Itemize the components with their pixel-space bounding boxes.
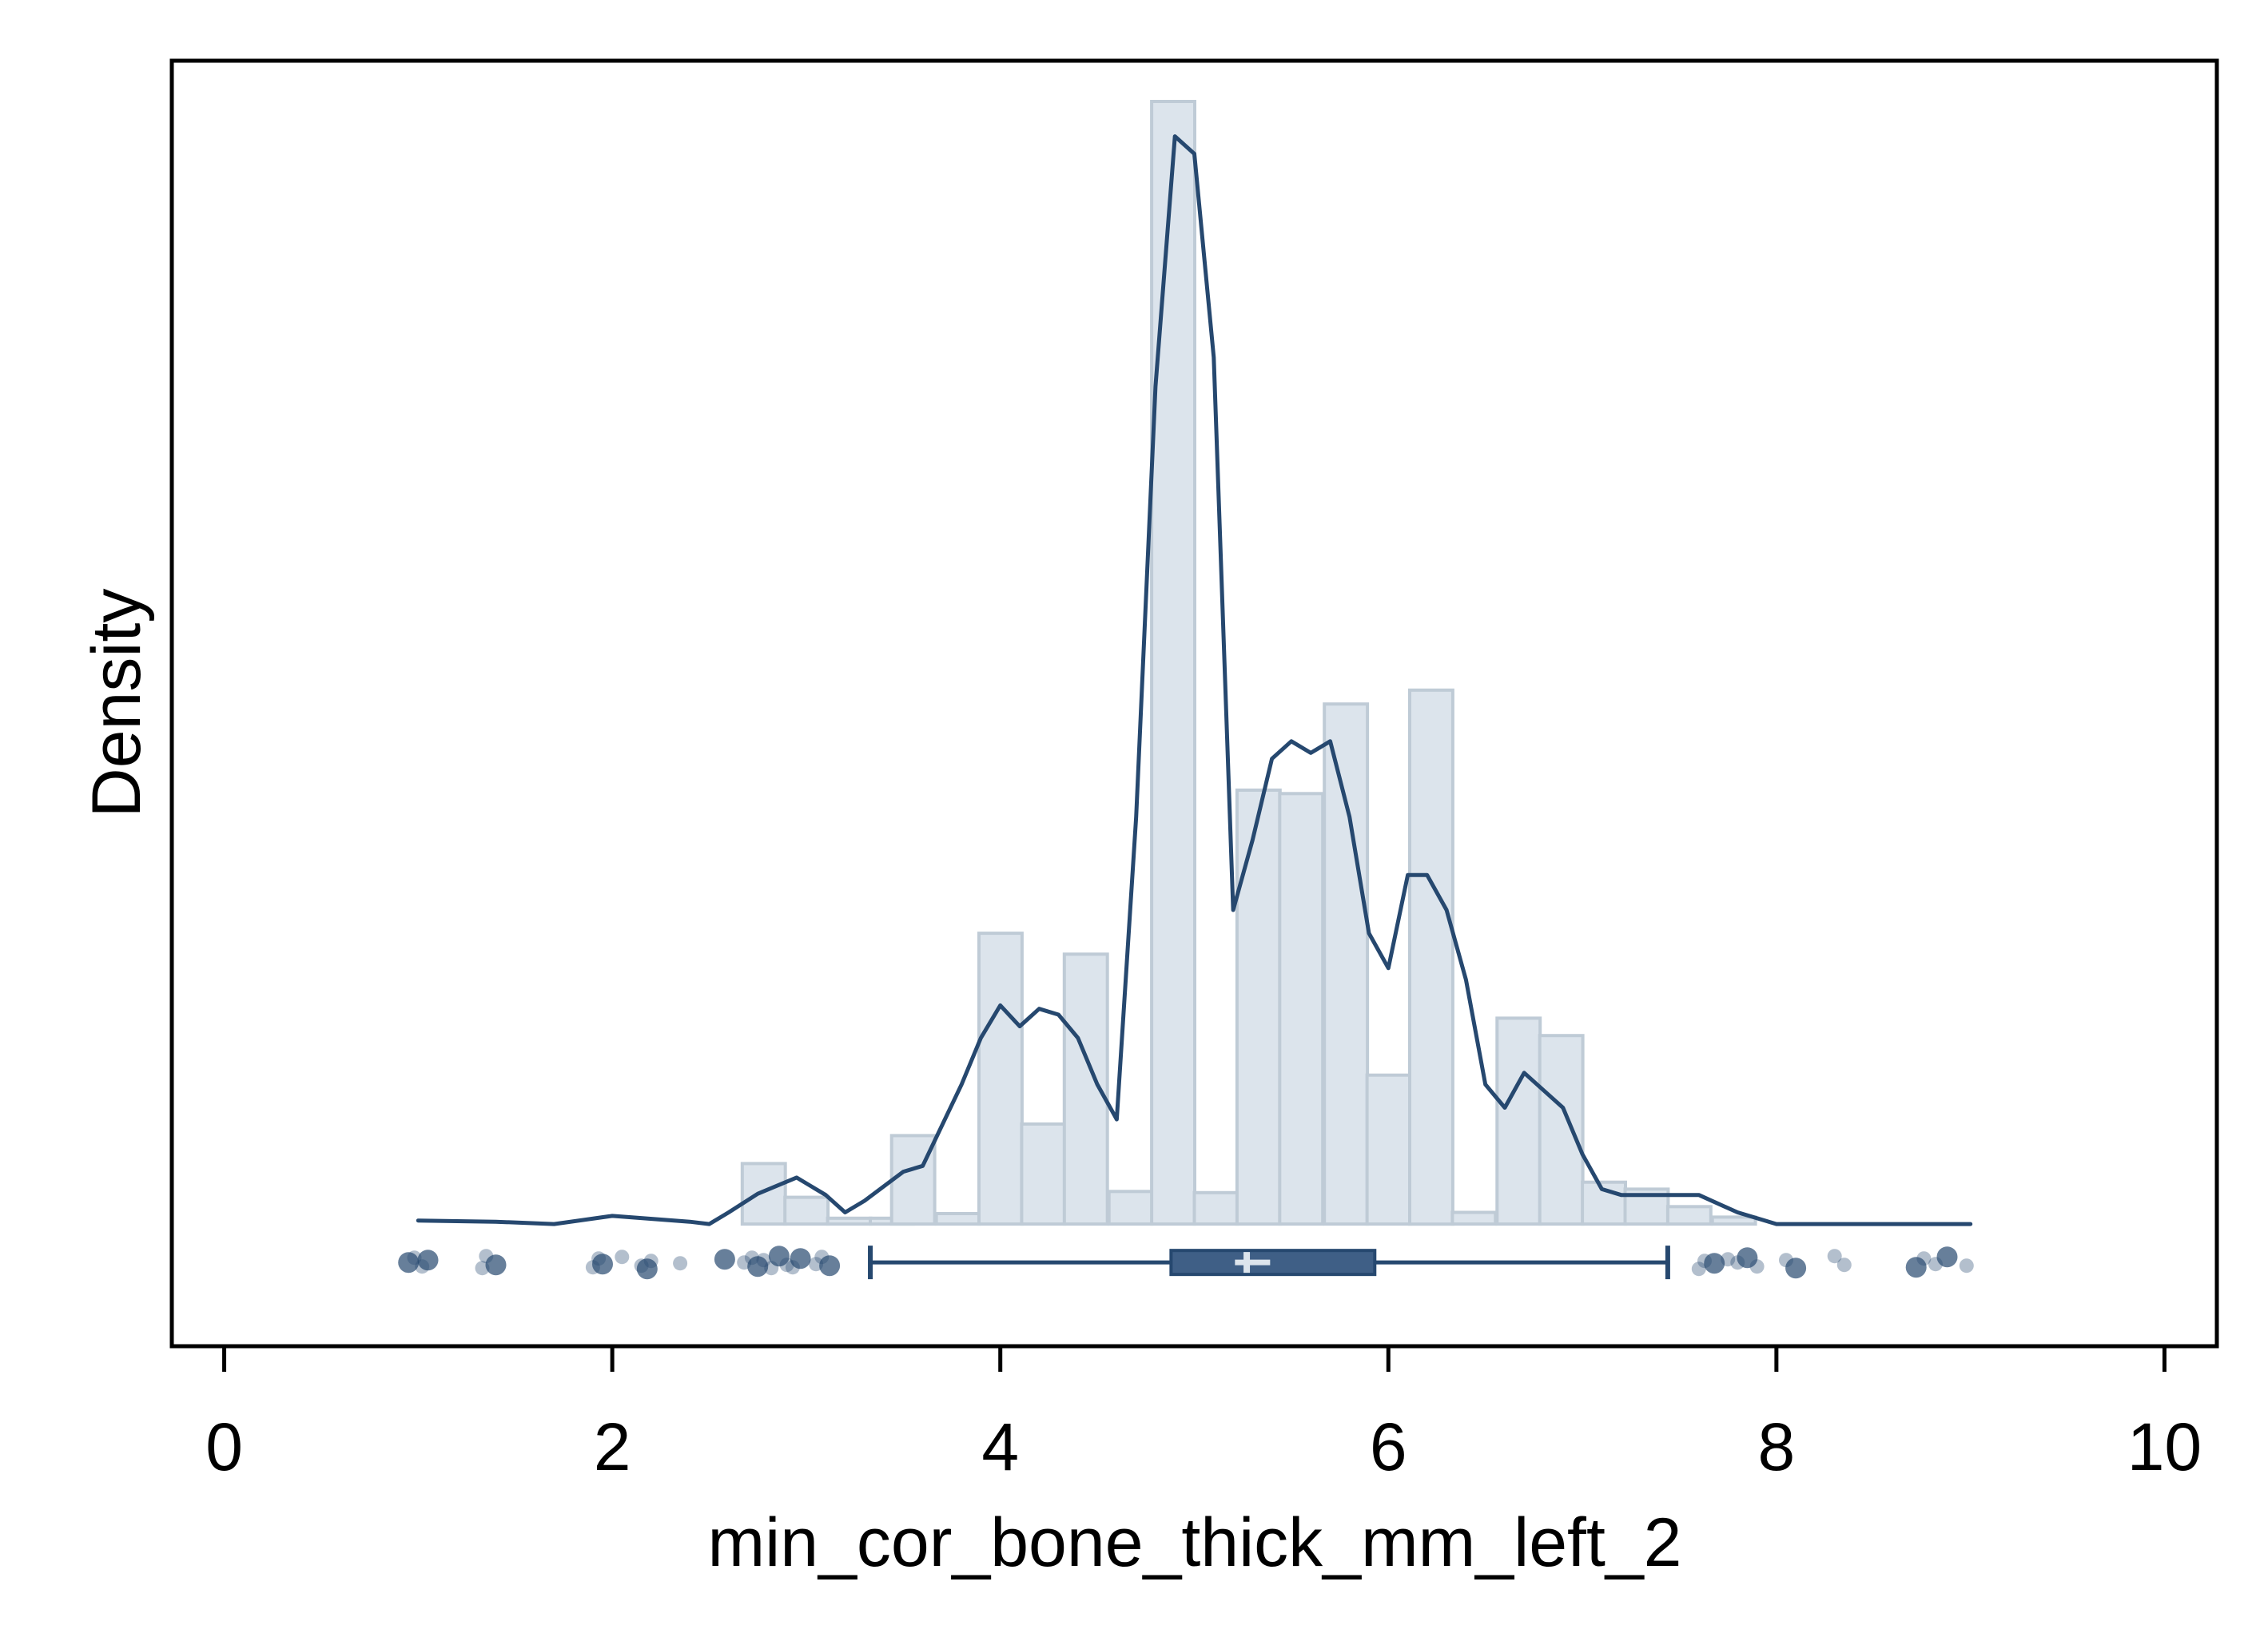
histogram-bar bbox=[1107, 1190, 1154, 1226]
x-tick-label: 8 bbox=[1758, 1409, 1796, 1484]
outlier-point bbox=[673, 1256, 688, 1271]
x-axis-title: min_cor_bone_thick_mm_left_2 bbox=[708, 1504, 1682, 1581]
outlier-point bbox=[790, 1248, 811, 1270]
outlier-point bbox=[714, 1249, 735, 1270]
x-tick-label: 10 bbox=[2127, 1409, 2202, 1484]
histogram-bar bbox=[1278, 792, 1325, 1226]
histogram-bar bbox=[889, 1134, 937, 1226]
outlier-point bbox=[747, 1256, 769, 1277]
histogram-bar bbox=[826, 1216, 873, 1226]
histogram-bar bbox=[1020, 1122, 1067, 1226]
x-axis-ticks: 0 2 4 6 8 10 bbox=[205, 1348, 2202, 1484]
outlier-point bbox=[768, 1246, 790, 1267]
outlier-point bbox=[1785, 1258, 1807, 1279]
outlier-point bbox=[1905, 1257, 1927, 1278]
y-axis-title: Density bbox=[78, 589, 155, 818]
outlier-points bbox=[398, 1246, 1974, 1280]
histogram-bar bbox=[1495, 1016, 1542, 1226]
outlier-point bbox=[1704, 1253, 1725, 1274]
histogram-bars bbox=[740, 100, 1757, 1226]
x-tick-label: 6 bbox=[1370, 1409, 1407, 1484]
histogram-bar bbox=[783, 1195, 830, 1226]
histogram-bar bbox=[1538, 1034, 1585, 1226]
outlier-point bbox=[1916, 1251, 1932, 1266]
histogram-bar bbox=[1235, 789, 1282, 1226]
boxplot-iqr-box bbox=[1169, 1249, 1377, 1277]
outlier-point bbox=[485, 1254, 507, 1276]
histogram-bar bbox=[934, 1212, 981, 1226]
outlier-point bbox=[1691, 1262, 1706, 1277]
x-tick-label: 2 bbox=[594, 1409, 631, 1484]
outlier-point bbox=[1836, 1258, 1852, 1273]
outlier-point bbox=[1721, 1252, 1736, 1267]
outlier-point bbox=[1737, 1247, 1758, 1269]
histogram-bar bbox=[977, 932, 1024, 1226]
histogram-bar bbox=[1408, 688, 1454, 1226]
histogram-bar bbox=[1665, 1205, 1713, 1226]
x-tick-label: 0 bbox=[205, 1409, 243, 1484]
histogram-bar bbox=[740, 1162, 787, 1226]
outlier-point bbox=[636, 1258, 658, 1280]
outlier-point bbox=[1936, 1246, 1958, 1268]
histogram-bar bbox=[1192, 1190, 1239, 1226]
density-curve bbox=[416, 134, 1973, 1226]
density-curve-group bbox=[416, 134, 1973, 1226]
outlier-point bbox=[1827, 1249, 1842, 1264]
plot-frame bbox=[169, 58, 2219, 1349]
boxplot-group bbox=[868, 1246, 1670, 1280]
outlier-point bbox=[1959, 1258, 1974, 1274]
outlier-point bbox=[643, 1254, 659, 1269]
histogram-bar bbox=[1710, 1215, 1757, 1226]
outlier-point bbox=[819, 1255, 841, 1277]
x-tick-label: 4 bbox=[981, 1409, 1019, 1484]
histogram-bar bbox=[1365, 1073, 1412, 1226]
outlier-point bbox=[756, 1253, 771, 1268]
histogram-bar bbox=[1150, 100, 1196, 1226]
histogram-bar bbox=[1450, 1210, 1498, 1226]
outlier-point bbox=[615, 1250, 630, 1265]
outlier-point bbox=[398, 1252, 420, 1274]
outlier-point bbox=[592, 1254, 613, 1275]
histogram-bar bbox=[1323, 702, 1370, 1226]
outlier-point bbox=[417, 1250, 439, 1271]
outlier-point bbox=[1749, 1259, 1765, 1274]
